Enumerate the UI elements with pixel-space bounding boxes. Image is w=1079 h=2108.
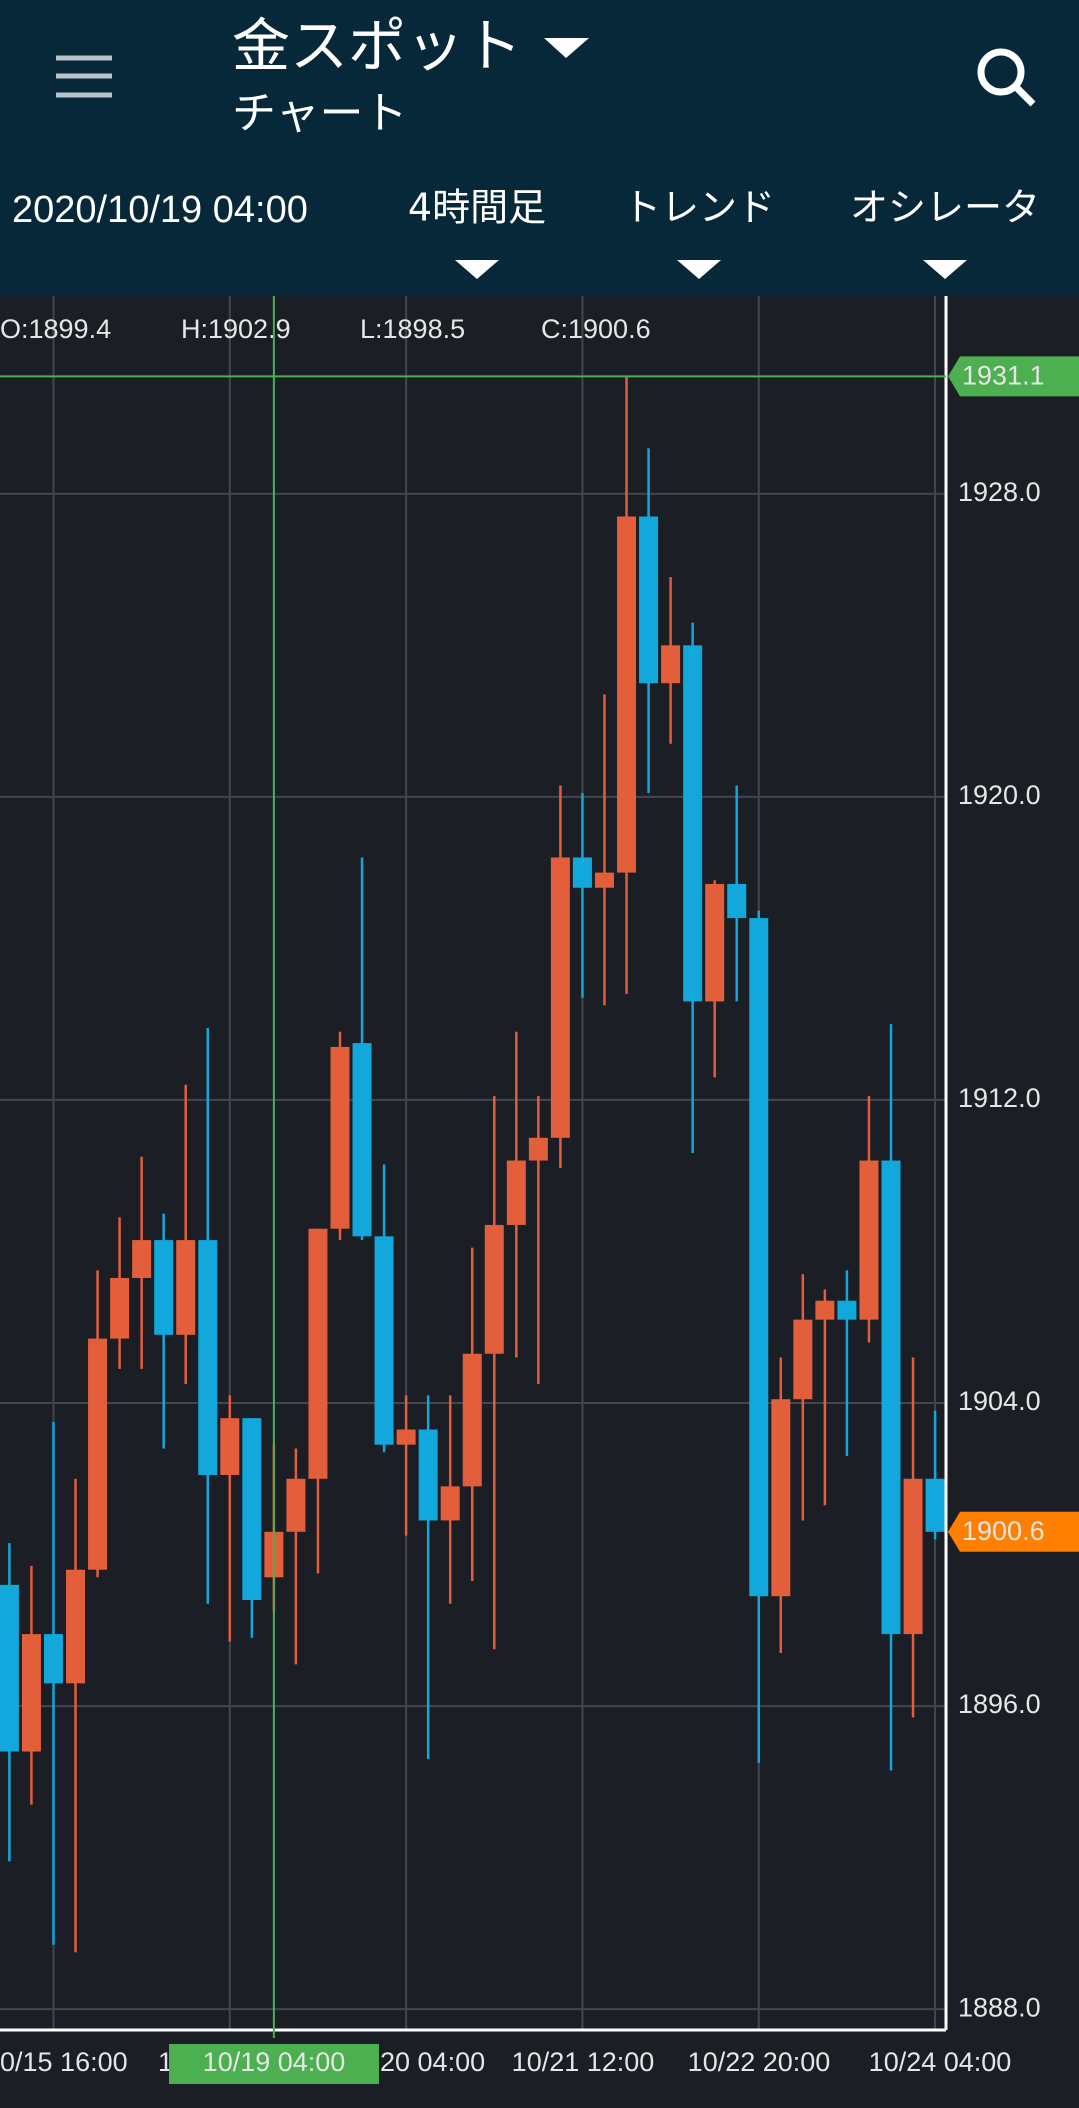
candle-body [242,1418,262,1601]
y-tick-label: 1896.0 [958,1689,1041,1719]
toolbar-datetime[interactable]: 2020/10/19 04:00 [12,189,308,231]
y-tick-label: 1912.0 [958,1083,1041,1113]
y-tick-label: 1888.0 [958,1992,1041,2022]
candle-body [308,1228,328,1479]
candle-body [727,883,747,919]
x-tick-label: 10/21 12:00 [512,2047,655,2077]
title-dropdown[interactable] [544,38,589,58]
candle-body [43,1634,63,1684]
candle-body [749,918,769,1597]
candle-body [793,1319,813,1400]
toolbar-timeframe[interactable]: 4時間足 [408,186,546,230]
candle-body [903,1478,923,1635]
candle-body [352,1043,372,1237]
trend-dropdown[interactable] [677,260,721,279]
crosshair-time-tag [169,2044,379,2084]
candle-body [0,1584,19,1752]
x-tick-label: 10/22 20:00 [688,2047,831,2077]
timeframe-dropdown[interactable] [455,260,499,279]
last-price-label: 1900.6 [962,1516,1045,1546]
candle-body [683,645,703,1002]
candle-body [462,1353,482,1487]
candle-body [220,1418,240,1475]
ohlc-info: O:1899.4 [0,314,111,344]
candle-body [506,1160,526,1225]
toolbar-trend[interactable]: トレンド [623,186,775,230]
candle-body [374,1236,394,1445]
candle-body [705,883,725,1002]
candle-body [639,516,659,684]
candle-body [815,1300,835,1320]
last-price-tag [948,1511,1079,1552]
candle-body [837,1300,857,1320]
y-tick-label: 1928.0 [958,477,1041,507]
candle-body [484,1224,504,1354]
candle-body [330,1046,350,1229]
header-subtitle: チャート [232,88,408,139]
x-tick-label: 10/24 04:00 [869,2047,1012,2077]
candle-body [132,1240,152,1278]
candle-body [550,857,570,1138]
candle-body [88,1338,108,1570]
candle-body [396,1429,416,1445]
crosshair-price-tag [948,356,1079,397]
crosshair-price-label: 1931.1 [962,360,1045,390]
candle-body [881,1160,901,1635]
menu-button[interactable] [56,55,112,98]
candle-body [661,645,681,684]
candle-body [66,1569,86,1684]
candle-body [110,1277,130,1339]
candle-body [418,1429,438,1521]
oscillator-dropdown[interactable] [923,260,967,279]
candle-body [617,516,637,873]
x-tick-label: 20 04:00 [380,2047,485,2077]
candle-body [771,1399,791,1597]
y-tick-label: 1920.0 [958,780,1041,810]
y-tick-label: 1904.0 [958,1386,1041,1416]
header-title[interactable]: 金スポット [232,12,522,80]
candle-body [528,1137,548,1161]
candle-body [176,1240,196,1335]
search-button[interactable] [977,48,1036,107]
candle-body [925,1478,945,1532]
candle-body [21,1634,41,1752]
candle-body [859,1160,879,1320]
ohlc-info: C:1900.6 [541,314,651,344]
app-header [0,0,1079,296]
candle-body [154,1240,174,1335]
candle-body [198,1240,218,1475]
candle-body [286,1478,306,1532]
candle-body [572,857,592,888]
ohlc-info: H:1902.9 [181,314,291,344]
crosshair-time-label: 10/19 04:00 [203,2047,346,2077]
ohlc-info: L:1898.5 [360,314,465,344]
toolbar-oscillator[interactable]: オシレータ [850,186,1040,230]
candle-body [594,872,614,888]
x-tick-label: 0/15 16:00 [0,2047,128,2077]
candle-body [440,1486,460,1521]
